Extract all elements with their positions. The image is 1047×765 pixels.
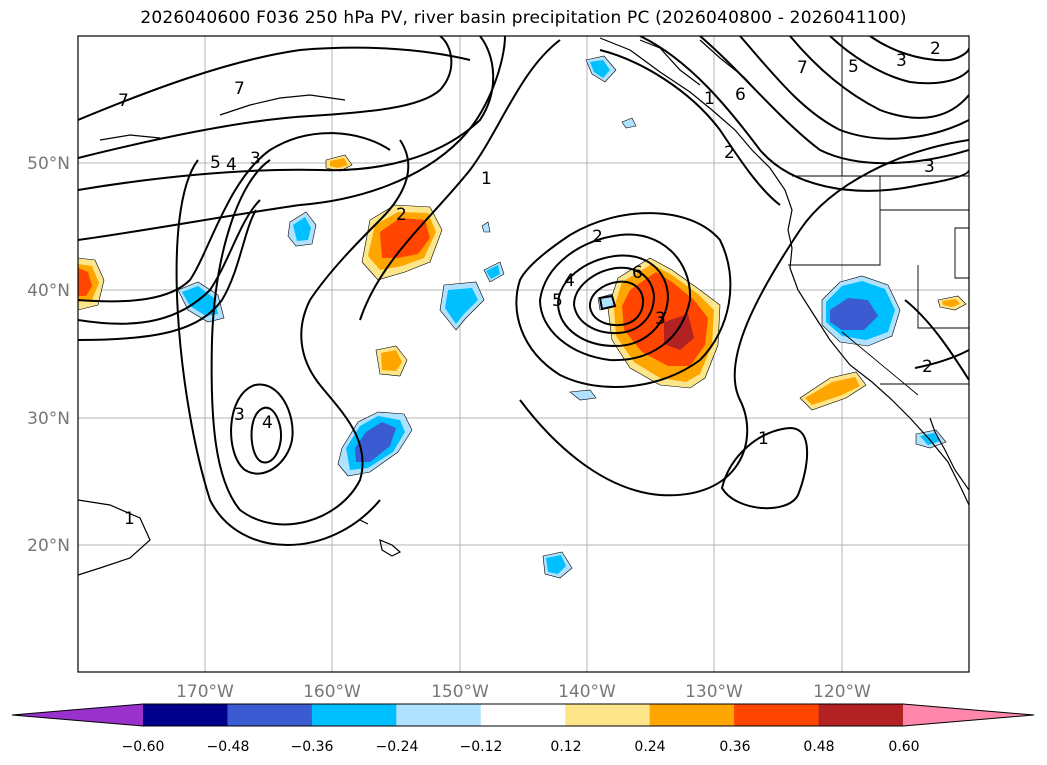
colorbar-swatch: [311, 704, 397, 726]
pv-label: 5: [552, 291, 563, 311]
pv-label: 5: [210, 153, 221, 173]
borders: [788, 36, 969, 396]
pv-label: 4: [564, 271, 575, 291]
pv-label: 1: [124, 509, 135, 529]
colorbar-tick: 0.36: [719, 739, 750, 755]
colorbar-outline: [11, 703, 1035, 727]
pv-label: 2: [724, 143, 735, 163]
lon-label: 150°W: [431, 682, 489, 702]
pv-label: 3: [924, 157, 935, 177]
colorbar-swatch: [143, 704, 228, 726]
lon-label: 140°W: [558, 682, 616, 702]
colorbar-tick: −0.12: [460, 739, 503, 755]
lat-label: 30°N: [27, 409, 70, 429]
lon-label: 120°W: [813, 682, 871, 702]
pv-label: 2: [396, 205, 407, 225]
pv-label: 1: [758, 429, 769, 449]
map-title: 2026040600 F036 250 hPa PV, river basin …: [140, 8, 907, 28]
colorbar-extend-min: [12, 704, 143, 726]
colorbar-tick: −0.36: [291, 739, 334, 755]
pv-label: 3: [655, 309, 666, 329]
lat-label: 40°N: [27, 281, 70, 301]
colorbar-swatch: [396, 704, 482, 726]
colorbar-swatch: [480, 704, 566, 726]
pv-label: 3: [250, 149, 261, 169]
pv-label: 7: [797, 58, 808, 78]
colorbar-swatch: [734, 704, 820, 726]
pv-label: 5: [848, 57, 859, 77]
colorbar-swatch: [565, 704, 651, 726]
pv-label: 2: [922, 357, 933, 377]
pv-label: 1: [481, 169, 492, 189]
colorbar-tick: 0.60: [888, 739, 919, 755]
colorbar-tick: −0.24: [376, 739, 419, 755]
pv-label: 7: [234, 79, 245, 99]
pv-label: 3: [896, 51, 907, 71]
longitude-labels: 170°W 160°W 150°W 140°W 130°W 120°W: [176, 682, 871, 702]
lat-label: 20°N: [27, 536, 70, 556]
pv-contours: [78, 36, 969, 546]
colorbar-swatch: [818, 704, 904, 726]
pv-label: 6: [735, 85, 746, 105]
colorbar-tick: −0.60: [122, 739, 165, 755]
colorbar-extend-max: [903, 704, 1034, 726]
lon-label: 130°W: [685, 682, 743, 702]
colorbar: [11, 703, 1035, 727]
lon-label: 160°W: [303, 682, 361, 702]
colorbar-swatch: [227, 704, 313, 726]
pv-label: 2: [592, 227, 603, 247]
colorbar-tick: 0.12: [550, 739, 581, 755]
pv-label: 6: [632, 263, 643, 283]
colorbar-tick: 0.24: [634, 739, 665, 755]
colorbar-tick: −0.48: [207, 739, 250, 755]
pv-label: 4: [226, 155, 237, 175]
pv-label: 7: [118, 91, 129, 111]
colorbar-tick: 0.48: [803, 739, 834, 755]
pv-label: 3: [234, 405, 245, 425]
map-area: [78, 36, 969, 672]
precip-pc-shading: [78, 55, 967, 579]
lon-label: 170°W: [176, 682, 234, 702]
map-frame: [77, 35, 970, 673]
coastlines: [78, 37, 969, 576]
pv-label: 1: [704, 89, 715, 109]
pv-label: 4: [262, 413, 273, 433]
colorbar-swatch: [649, 704, 735, 726]
lat-label: 50°N: [27, 154, 70, 174]
colorbar-tick-labels: −0.60 −0.48 −0.36 −0.24 −0.12 0.12 0.24 …: [122, 739, 920, 755]
pv-label: 2: [930, 39, 941, 59]
pv-contour-labels: 7 7 5 4 3 2 1 2 3 4 5 4 6 3 1 6 7 5 3 2 …: [118, 39, 941, 529]
latitude-labels: 50°N 40°N 30°N 20°N: [27, 154, 70, 556]
